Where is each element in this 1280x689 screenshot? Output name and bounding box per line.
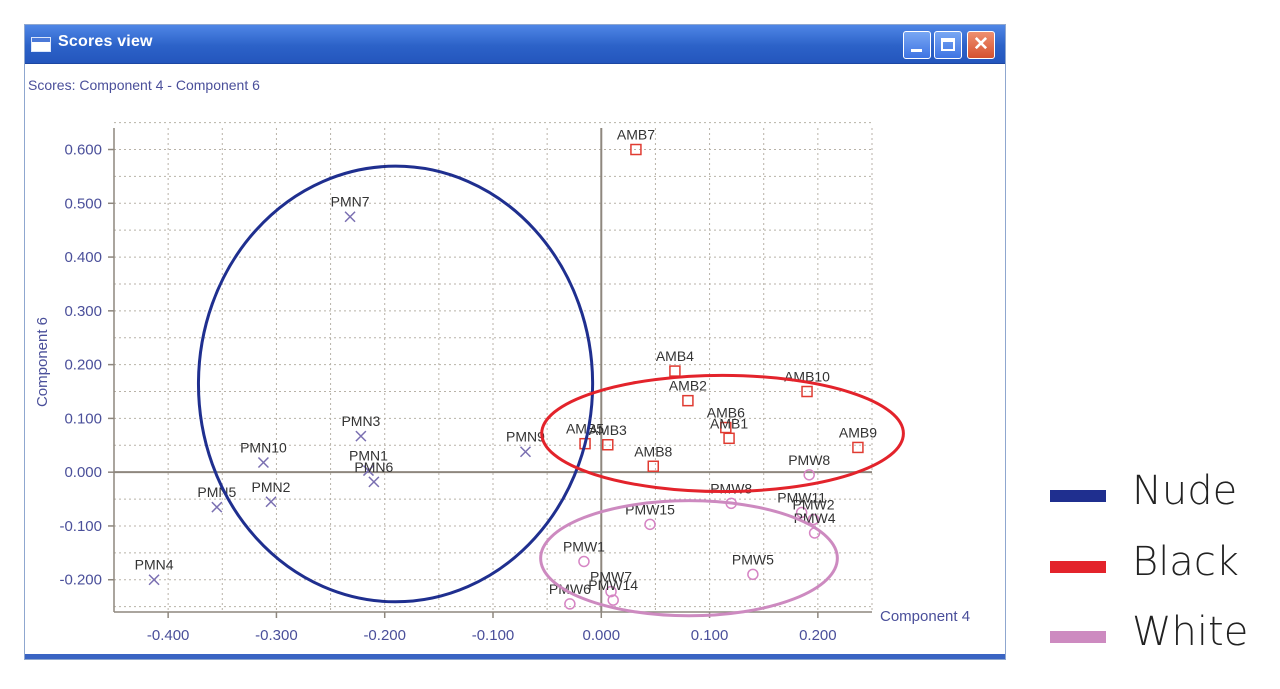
scores-scatter-plot: -0.400 -0.300 -0.200 -0.100 0.000 0.100 0.200 0… [34, 122, 970, 644]
legend-label-black: Black [1132, 539, 1239, 585]
x-tick-label: 0.100 [691, 627, 729, 644]
point-label-amb7: AMB7 [617, 127, 655, 143]
close-icon: ✕ [973, 34, 989, 55]
legend-label-white: White [1132, 609, 1249, 655]
y-axis-title: Component 6 [34, 317, 51, 407]
scores-view-window: Scores view ✕ Scores: Component 4 - Comp… [24, 24, 1006, 660]
x-tick-label: -0.100 [472, 627, 515, 644]
point-marker-pmw2 [807, 513, 820, 526]
point-label-pmw8: PMW8 [788, 452, 830, 468]
x-tick-label: 0.200 [799, 627, 837, 644]
legend-swatch-black [1050, 561, 1106, 573]
point-label-amb1: AMB1 [710, 415, 748, 431]
point-label-amb3: AMB3 [589, 422, 627, 438]
point-label-amb2: AMB2 [669, 378, 707, 394]
y-tick-label: 0.300 [64, 303, 102, 320]
group-ellipse-nude [196, 164, 595, 604]
point-label-amb9: AMB9 [839, 424, 877, 440]
point-marker-pmw14 [607, 594, 619, 606]
legend-label-nude: Nude [1132, 468, 1238, 514]
legend-swatch-white [1050, 631, 1106, 643]
point-label-pmn5: PMN5 [197, 484, 236, 500]
point-label-pmn3: PMN3 [341, 413, 380, 429]
point-label-pmn7: PMN7 [331, 194, 370, 210]
point-marker-pmw8 [803, 469, 815, 481]
point-label-pmw11: PMW11 [777, 490, 826, 506]
point-label-pmn9: PMN9 [506, 429, 545, 445]
y-tick-label: 0.000 [64, 464, 102, 481]
group-ellipse-white [539, 499, 839, 618]
y-tick-label: 0.400 [64, 249, 102, 266]
point-label-pmw4: PMW4 [794, 510, 836, 526]
point-marker-pmn7 [344, 211, 356, 223]
point-marker-pmn3 [355, 430, 367, 442]
point-label-pmn10: PMN10 [240, 439, 287, 455]
point-marker-pmn9 [519, 446, 532, 458]
point-marker-pmw15 [644, 518, 656, 531]
point-label-pmw5: PMW5 [732, 551, 774, 567]
y-tick-label: 0.200 [64, 357, 102, 374]
point-marker-pmn1 [362, 465, 375, 477]
point-label-amb5: AMB5 [566, 421, 604, 437]
point-label-amb8: AMB8 [634, 443, 672, 459]
point-label-amb4: AMB4 [656, 348, 694, 364]
point-label-pmn2: PMN2 [252, 479, 291, 495]
point-marker-pmn6 [368, 476, 380, 488]
maximize-button[interactable] [934, 31, 962, 59]
x-tick-label: -0.300 [255, 627, 298, 644]
point-marker-pmn2 [265, 496, 277, 508]
x-tick-label: -0.200 [363, 627, 406, 644]
close-button[interactable]: ✕ [967, 31, 995, 59]
point-marker-amb6 [720, 421, 732, 434]
point-label-amb6: AMB6 [707, 405, 745, 421]
point-label-pmw1: PMW1 [563, 538, 605, 554]
x-tick-label: 0.000 [583, 627, 621, 644]
point-marker-pmw11 [795, 506, 808, 519]
point-marker-amb4 [669, 365, 681, 377]
chart-subtitle: Scores: Component 4 - Component 6 [28, 77, 260, 93]
point-label-pmw2: PMW2 [793, 497, 835, 513]
x-tick-label: -0.400 [147, 627, 190, 644]
point-marker-amb2 [682, 394, 694, 407]
window-title: Scores view [58, 33, 153, 50]
point-marker-pmw5 [747, 568, 759, 581]
point-label-pmw8: PMW8 [710, 480, 752, 496]
point-marker-amb7 [630, 143, 642, 156]
y-tick-label: 0.600 [64, 142, 102, 159]
point-marker-pmn5 [211, 501, 223, 513]
point-marker-pmn10 [257, 456, 269, 469]
y-tick-label: 0.500 [64, 195, 102, 212]
y-tick-label: -0.200 [59, 572, 102, 589]
legend-item-nude: Nude [1050, 466, 1270, 526]
point-marker-pmw7 [605, 585, 617, 598]
point-marker-pmn4 [148, 574, 160, 586]
legend-item-white: White [1050, 607, 1270, 667]
point-marker-amb3 [602, 439, 614, 451]
minimize-icon [911, 49, 922, 52]
group-ellipse-black [540, 373, 905, 494]
minimize-button[interactable] [903, 31, 931, 59]
point-label-pmn1: PMN1 [349, 448, 388, 464]
legend-swatch-nude [1050, 490, 1106, 502]
point-marker-amb9 [852, 441, 864, 454]
point-marker-amb1 [723, 432, 735, 445]
window-icon [31, 37, 51, 52]
point-marker-amb10 [801, 385, 813, 398]
y-tick-label: 0.100 [64, 410, 102, 427]
title-bar[interactable]: Scores view ✕ [25, 25, 1005, 64]
point-marker-amb8 [647, 460, 660, 473]
point-label-pmn6: PMN6 [354, 459, 393, 475]
x-axis-title: Component 4 [880, 608, 970, 625]
y-tick-label: -0.100 [59, 518, 102, 535]
point-label-pmn4: PMN4 [135, 557, 174, 573]
point-marker-pmw6 [564, 598, 576, 610]
point-marker-pmw1 [578, 555, 590, 568]
legend-item-black: Black [1050, 537, 1270, 597]
window-bottom-border [25, 654, 1005, 659]
point-label-pmw7: PMW7 [590, 569, 632, 585]
point-label-pmw14: PMW14 [588, 577, 638, 593]
maximize-icon [941, 38, 955, 51]
